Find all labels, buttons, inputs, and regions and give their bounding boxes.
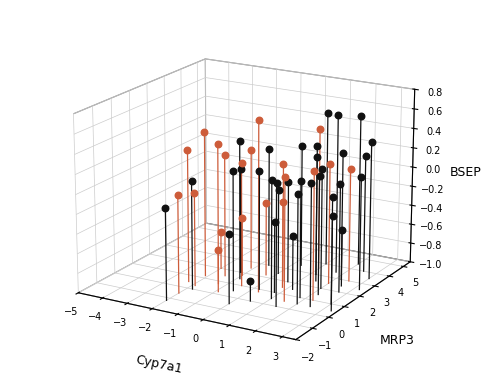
Y-axis label: MRP3: MRP3 [379, 334, 414, 347]
X-axis label: Cyp7a1: Cyp7a1 [134, 353, 183, 377]
